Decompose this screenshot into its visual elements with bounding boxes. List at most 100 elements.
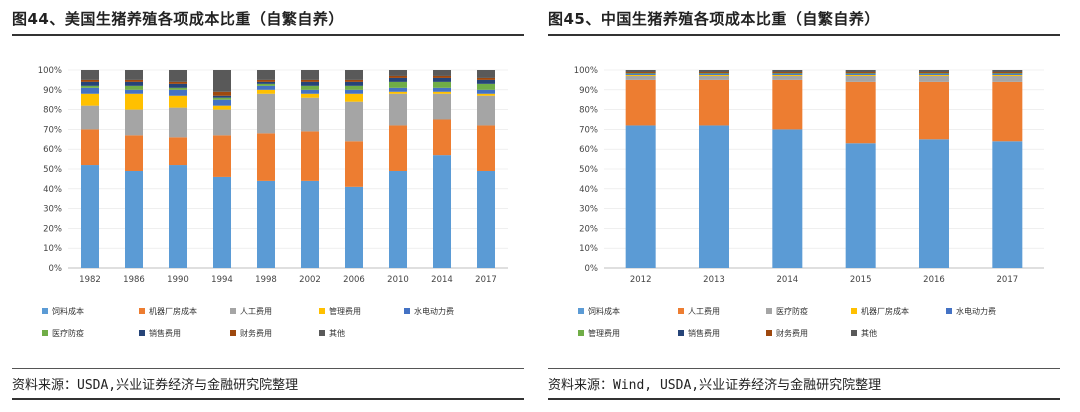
bar-segment-us-1994-s2 — [213, 109, 231, 136]
bar-segment-us-2017-s8 — [477, 70, 495, 78]
y-tick-label: 80% — [43, 106, 62, 116]
x-tick-label: 1986 — [123, 275, 145, 285]
legend-label: 人工费用 — [240, 306, 272, 316]
bar-segment-us-1994-s1 — [213, 135, 231, 177]
cn-source-note: 资料来源：Wind, USDA,兴业证券经济与金融研究院整理 — [548, 378, 882, 393]
bar-segment-us-2017-s3 — [477, 93, 495, 96]
bar-segment-us-2006-s1 — [345, 141, 363, 187]
bar-segment-us-1998-s5 — [257, 83, 275, 86]
bar-segment-us-1982-s2 — [81, 105, 99, 130]
bar-segment-cn-2015-s4 — [845, 73, 876, 75]
bottom-divider — [548, 398, 1060, 400]
y-tick-label: 90% — [579, 86, 598, 96]
bar-segment-us-1994-s7 — [213, 91, 231, 96]
bar-segment-us-1998-s6 — [257, 81, 275, 84]
bar-segment-us-2014-s5 — [433, 81, 451, 88]
y-tick-label: 40% — [579, 185, 598, 195]
x-tick-label: 2015 — [850, 275, 872, 285]
bar-segment-us-1986-s4 — [125, 89, 143, 94]
bar-segment-us-2017-s7 — [477, 77, 495, 80]
bar-segment-us-1994-s0 — [213, 176, 231, 268]
bar-segment-us-1990-s5 — [169, 87, 187, 90]
x-tick-label: 2002 — [299, 275, 321, 285]
bar-segment-us-2002-s0 — [301, 180, 319, 268]
bar-segment-us-2014-s4 — [433, 87, 451, 92]
bar-segment-cn-2013-s3 — [699, 74, 729, 76]
bar-segment-cn-2012-s3 — [625, 74, 656, 76]
legend-label: 饲料成本 — [52, 306, 84, 316]
legend-label: 财务费用 — [240, 328, 272, 338]
bar-segment-cn-2016-s5 — [919, 73, 949, 74]
x-tick-label: 2012 — [630, 275, 652, 285]
bar-segment-us-2014-s8 — [433, 70, 451, 76]
y-tick-label: 50% — [43, 165, 62, 175]
bar-segment-us-2002-s6 — [301, 81, 319, 86]
bar-segment-us-1990-s4 — [169, 89, 187, 96]
bar-segment-us-1990-s6 — [169, 83, 187, 88]
legend-label: 水电动力费 — [956, 306, 996, 316]
bar-segment-us-2010-s1 — [389, 125, 407, 171]
bar-segment-cn-2017-s1 — [992, 81, 1023, 142]
bar-segment-us-1998-s4 — [257, 85, 275, 90]
bar-segment-cn-2013-s8 — [699, 70, 729, 72]
legend-label: 饲料成本 — [588, 306, 620, 316]
legend-swatch — [678, 308, 684, 314]
bar-segment-cn-2015-s3 — [845, 74, 876, 76]
bar-segment-us-2014-s2 — [433, 93, 451, 120]
bar-segment-cn-2014-s4 — [772, 73, 803, 75]
bar-segment-us-1986-s5 — [125, 85, 143, 90]
us-cost-panel: 图44、美国生猪养殖各项成本比重（自繁自养） 0% 10% 20% 30% 40% 50%… — [12, 0, 532, 412]
legend-label: 管理费用 — [329, 306, 361, 316]
bar-segment-us-2002-s1 — [301, 131, 319, 181]
y-tick-label: 30% — [579, 205, 598, 215]
bar-segment-us-1982-s6 — [81, 81, 99, 86]
bar-segment-cn-2014-s8 — [772, 70, 803, 72]
bar-segment-us-2006-s3 — [345, 93, 363, 102]
bar-segment-us-2010-s4 — [389, 87, 407, 92]
bar-segment-cn-2013-s5 — [699, 73, 729, 74]
bar-segment-us-2010-s5 — [389, 81, 407, 88]
legend-label: 水电动力费 — [414, 306, 454, 316]
bar-segment-us-2017-s5 — [477, 83, 495, 90]
bar-segment-us-2017-s6 — [477, 79, 495, 84]
bar-segment-cn-2015-s0 — [845, 143, 876, 268]
bar-segment-us-1998-s0 — [257, 180, 275, 268]
x-tick-label: 2014 — [777, 275, 799, 285]
bar-segment-us-1982-s7 — [81, 79, 99, 82]
cn-cost-panel: 图45、中国生猪养殖各项成本比重（自繁自养） 0% 10% 20% 30% 40% 50%… — [548, 0, 1068, 412]
legend-label: 其他 — [861, 328, 877, 338]
legend-swatch — [578, 330, 584, 336]
bar-segment-us-1994-s4 — [213, 99, 231, 106]
bar-segment-cn-2013-s2 — [699, 75, 729, 80]
bar-segment-cn-2015-s7 — [845, 71, 876, 73]
bar-segment-us-2002-s5 — [301, 85, 319, 90]
legend-swatch — [766, 308, 772, 314]
bar-segment-us-2017-s2 — [477, 95, 495, 126]
y-tick-label: 10% — [579, 244, 598, 254]
bar-segment-us-1982-s8 — [81, 70, 99, 80]
legend-label: 人工费用 — [688, 306, 720, 316]
bar-segment-cn-2014-s7 — [772, 71, 803, 73]
bar-segment-cn-2012-s2 — [625, 75, 656, 80]
y-tick-label: 100% — [38, 66, 62, 76]
bar-segment-cn-2016-s1 — [919, 81, 949, 140]
bar-segment-us-1982-s3 — [81, 93, 99, 106]
bar-segment-us-2006-s2 — [345, 101, 363, 142]
bar-segment-cn-2017-s8 — [992, 70, 1023, 72]
legend-swatch — [678, 330, 684, 336]
source-divider — [548, 368, 1060, 369]
bar-segment-cn-2013-s4 — [699, 73, 729, 75]
bar-segment-us-2002-s3 — [301, 93, 319, 98]
bar-segment-us-1986-s6 — [125, 81, 143, 86]
legend-label: 医疗防疫 — [52, 328, 84, 338]
legend-swatch — [404, 308, 410, 314]
bar-segment-us-1998-s3 — [257, 89, 275, 94]
bar-segment-us-1990-s0 — [169, 165, 187, 268]
bar-segment-us-2010-s3 — [389, 91, 407, 94]
bar-segment-us-2006-s6 — [345, 81, 363, 86]
bar-segment-us-1990-s7 — [169, 81, 187, 84]
title-divider — [548, 34, 1060, 36]
bar-segment-cn-2012-s1 — [625, 79, 656, 126]
legend-swatch — [42, 308, 48, 314]
bar-segment-us-1982-s4 — [81, 87, 99, 94]
